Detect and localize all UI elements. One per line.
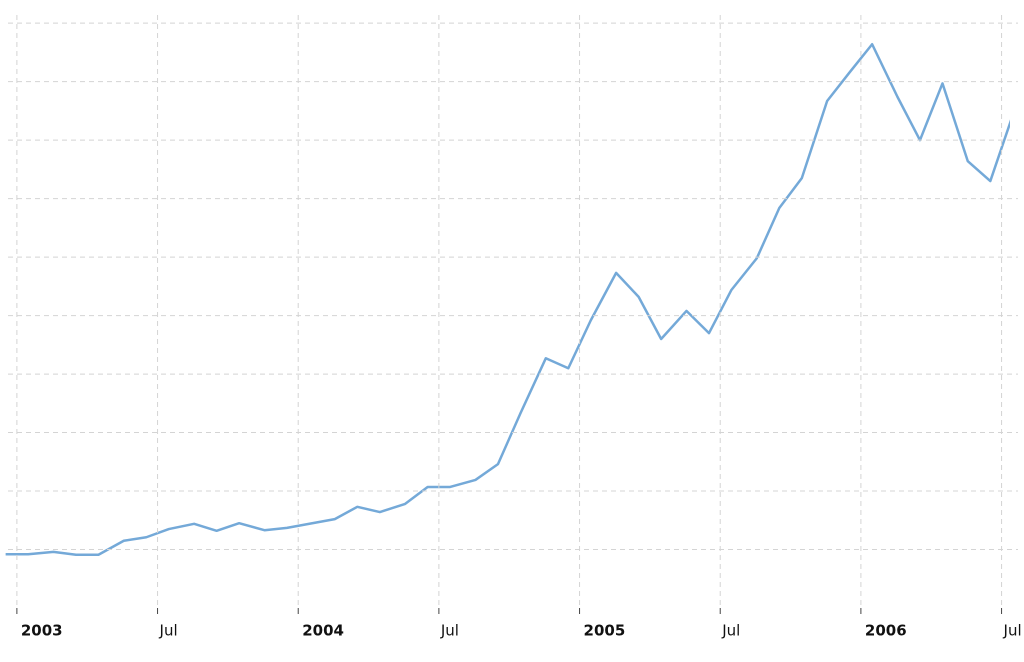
x-tick-label: 2006 [865,622,907,640]
data-line [5,42,1010,557]
x-tick-label: Jul [159,622,178,640]
x-tick-label: Jul [1003,622,1022,640]
x-tick-label: Jul [721,622,740,640]
x-tick-label: 2004 [302,622,344,640]
x-tick-label: 2003 [21,622,63,640]
plot-area [5,42,1010,557]
x-tick-label: 2005 [584,622,626,640]
x-tick-label: Jul [440,622,459,640]
